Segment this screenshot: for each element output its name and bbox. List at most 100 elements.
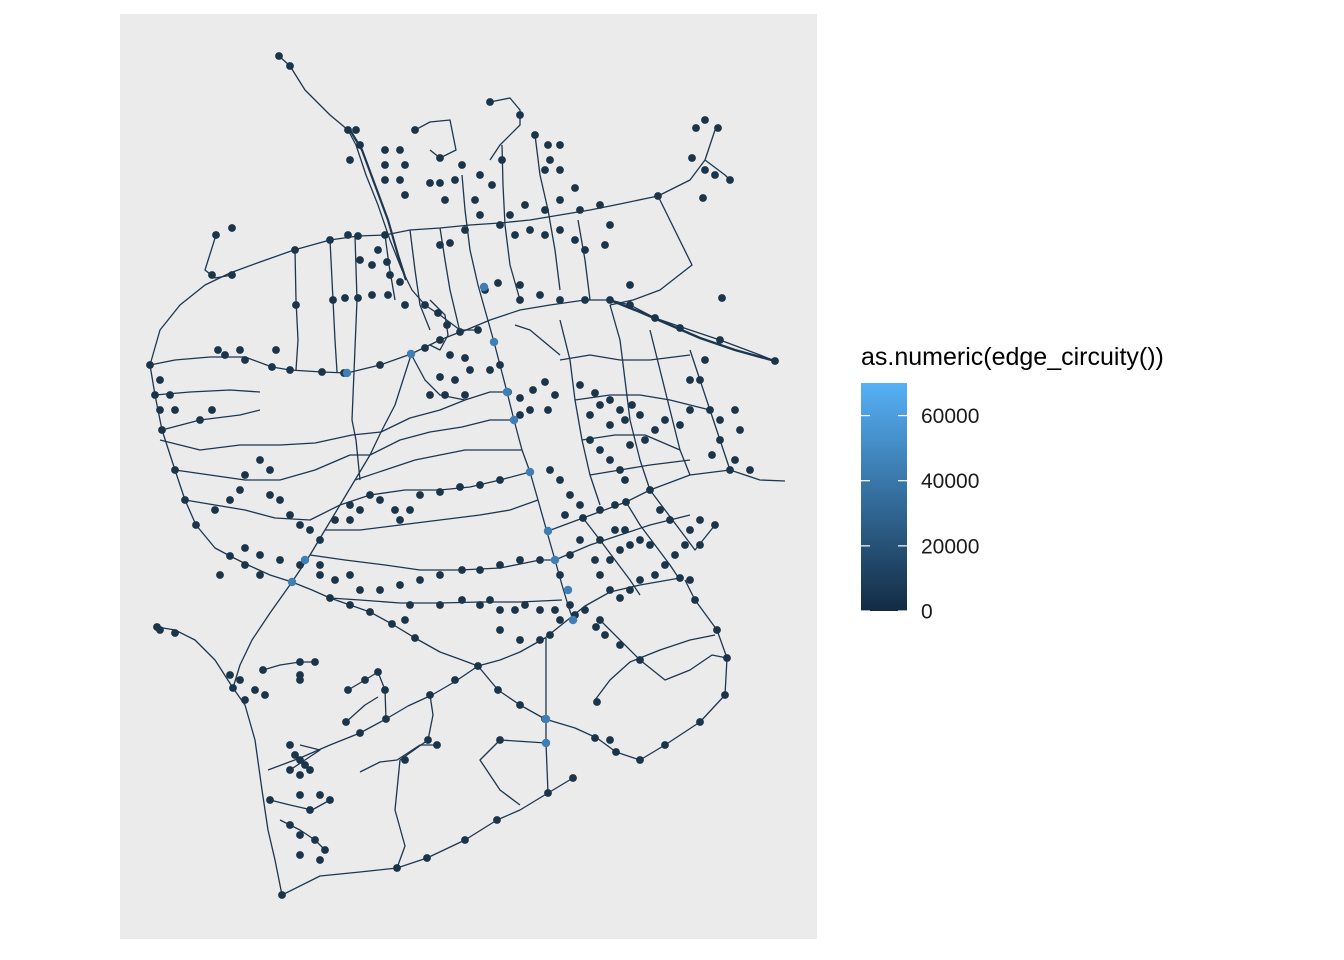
network-node [406,506,414,514]
network-node [381,146,389,154]
network-node [296,521,304,529]
network-node [606,456,614,464]
network-node [699,194,707,202]
network-node [286,62,294,70]
network-node [451,376,459,384]
network-node [616,546,624,554]
network-node [461,226,469,234]
network-node [626,281,634,289]
network-node [406,601,414,609]
colorbar-tick-label: 40000 [921,470,979,493]
network-node [286,511,294,519]
network-node [496,626,504,634]
network-node [626,301,634,309]
network-node [171,466,179,474]
network-node [496,476,504,484]
network-node [436,488,444,496]
network-edge [461,174,495,343]
network-node [331,576,339,584]
network-node [212,231,220,239]
network-edge [554,514,691,561]
network-node [654,192,662,200]
network-edge [359,744,437,773]
network-edge [232,687,283,896]
network-node [556,476,564,484]
legend-title: as.numeric(edge_circuity()) [861,343,1164,371]
network-edge [149,331,461,374]
network-edge [380,391,507,433]
network-node [516,556,524,564]
network-node [541,378,549,386]
network-node [396,146,404,154]
network-node [466,366,474,374]
network-edge [625,501,681,581]
network-node [433,741,441,749]
network-node [651,314,659,322]
network-node [621,476,629,484]
network-node [544,406,552,414]
network-node [486,98,494,106]
network-node [208,271,216,279]
network-node [216,571,224,579]
network-node [596,571,604,579]
network-node [291,751,299,759]
network-node [494,279,502,287]
network-node [214,346,222,354]
network-node [326,594,334,602]
network-node [711,171,719,179]
plot-panel [120,14,817,939]
network-node [476,171,484,179]
network-node [406,349,416,359]
network-node [496,736,504,744]
network-edge [278,55,349,131]
network-node [563,585,573,595]
network-node [746,466,754,474]
network-node [714,124,722,132]
network-node [568,615,578,625]
network-node [381,176,389,184]
network-node [446,239,454,247]
network-node [606,736,614,744]
network-node [241,696,249,704]
network-node [526,226,534,234]
network-node [346,501,354,509]
network-node [256,551,264,559]
network-node [476,566,484,574]
network-node [708,451,716,459]
network-node [356,141,364,149]
network-node [416,576,424,584]
network-node [544,789,552,797]
network-node [701,116,709,124]
network-node [686,526,694,534]
network-node [606,221,614,229]
network-node [536,291,544,299]
network-node [346,571,354,579]
network-edge [657,129,716,197]
network-node [286,766,294,774]
network-node [421,344,429,352]
network-node [666,516,674,524]
network-node [374,246,382,254]
network-node [626,586,634,594]
network-node [316,536,324,544]
network-node [326,796,334,804]
network-node [411,634,419,642]
network-node [628,401,636,409]
network-node [441,196,449,204]
network-node [576,381,584,389]
network-node [424,736,432,744]
legend: as.numeric(edge_circuity()) 0 20000 40000 6… [861,343,1164,624]
network-node [566,601,574,609]
network-node [461,354,469,362]
network-node [458,566,466,574]
network-node [471,196,479,204]
network-node [606,586,614,594]
colorbar-tick-label: 0 [921,601,933,624]
network-node [441,391,449,399]
network-node [636,411,644,419]
network-node [556,226,564,234]
network-node [586,436,594,444]
network-node [716,436,724,444]
network-node [221,351,229,359]
network-node [396,516,404,524]
